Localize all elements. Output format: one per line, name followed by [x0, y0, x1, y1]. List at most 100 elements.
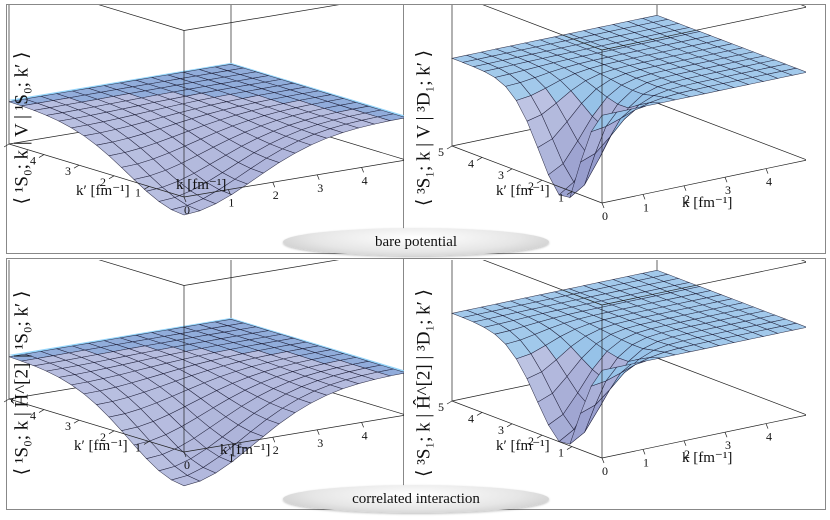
- ylabel-text: ⟨ ³S₁; k | Ĥ^[2] | ³D₁; k′ ⟩: [413, 288, 435, 477]
- box-edge: [8, 143, 185, 198]
- k-tick: [683, 440, 687, 446]
- k-tick-label: 2: [273, 443, 279, 457]
- kprime-tick: [4, 143, 10, 148]
- ylabel-text: ⟨ ¹S₀; k | Ĥ^[2] | ¹S₀; k′ ⟩: [11, 290, 33, 475]
- box-edge: [601, 6, 806, 51]
- panel-divider-top: [403, 4, 404, 254]
- k-tick: [601, 457, 605, 464]
- kprime-tick: [108, 175, 115, 180]
- panel-correlated-3s1-3d1: 01234512345 ⟨ ³S₁; k | Ĥ^[2] | ³D₁; k′ ⟩…: [406, 260, 806, 505]
- box-edge: [451, 400, 603, 459]
- y-axis-label: ⟨ ³S₁; k | V | ³D₁; k′ ⟩: [404, 5, 444, 250]
- kprime-tick: [38, 409, 45, 413]
- kprime-tick-label: 2: [528, 434, 534, 448]
- k-tick-label: 0: [184, 458, 190, 472]
- box-edge: [800, 260, 806, 262]
- box-edge: [482, 260, 603, 306]
- k-tick: [765, 168, 769, 174]
- k-tick: [361, 422, 364, 428]
- kprime-tick-label: 2: [528, 179, 534, 193]
- kprime-tick-label: 3: [498, 423, 504, 437]
- box-edge: [98, 260, 185, 286]
- kprime-tick-label: 5: [438, 400, 444, 414]
- box-edge: [8, 398, 185, 453]
- k-tick-label: 1: [643, 200, 649, 214]
- kprime-tick: [38, 154, 45, 158]
- box-edge: [482, 5, 603, 51]
- panel-bare-3s1-3d1: 01234512345 ⟨ ³S₁; k | V | ³D₁; k′ ⟩ k […: [406, 5, 806, 250]
- box-edge: [98, 5, 185, 31]
- kprime-tick: [143, 186, 150, 190]
- k-tick-label: 4: [362, 173, 368, 187]
- kprime-tick: [566, 446, 573, 450]
- kprime-tick-label: 2: [100, 175, 106, 189]
- surface-mesh: [8, 319, 404, 487]
- kprime-tick: [143, 441, 150, 445]
- box-edge: [800, 5, 806, 7]
- kprime-tick: [446, 145, 453, 150]
- kprime-axis-label: k′ [fm⁻¹]: [496, 438, 550, 454]
- box-edge: [601, 159, 806, 204]
- kprime-axis-label: k′ [fm⁻¹]: [496, 183, 550, 199]
- k-tick-label: 2: [684, 447, 690, 461]
- k-tick: [724, 177, 728, 183]
- k-tick: [724, 432, 728, 438]
- k-tick: [642, 449, 646, 455]
- panel-divider-bottom: [403, 258, 404, 510]
- k-tick-label: 3: [317, 181, 323, 195]
- kprime-tick: [4, 398, 10, 403]
- k-axis-label: k [fm⁻¹]: [682, 195, 733, 211]
- kprime-tick-label: 1: [135, 440, 141, 454]
- k-tick-label: 0: [602, 464, 608, 478]
- box-edge: [183, 159, 404, 198]
- surface-plot: 01234512345: [4, 260, 404, 487]
- ylabel-text: ⟨ ¹S₀; k | V | ¹S₀; k′ ⟩: [11, 51, 33, 204]
- k-tick-label: 0: [602, 209, 608, 223]
- k-tick: [272, 182, 276, 188]
- y-axis-label: ⟨ ¹S₀; k | Ĥ^[2] | ¹S₀; k′ ⟩: [2, 260, 42, 505]
- k-tick-label: 3: [317, 436, 323, 450]
- k-tick-label: 1: [228, 451, 234, 465]
- k-tick-label: 4: [766, 430, 772, 444]
- box-edge: [656, 102, 806, 160]
- k-tick-label: 0: [184, 203, 190, 217]
- kprime-tick: [476, 157, 483, 161]
- caption-bare-potential: bare potential: [283, 228, 549, 256]
- surface-plot: 01234512345: [438, 260, 806, 478]
- surface-mesh: [8, 64, 404, 216]
- k-axis-label: k [fm⁻¹]: [682, 450, 733, 466]
- kprime-tick-label: 4: [30, 154, 36, 168]
- kprime-tick-label: 4: [468, 411, 474, 425]
- k-tick-label: 4: [766, 175, 772, 189]
- kprime-axis-label: k′ [fm⁻¹]: [74, 438, 128, 454]
- k-axis-label: k [fm⁻¹]: [176, 177, 227, 193]
- kprime-tick-label: 4: [30, 409, 36, 423]
- k-tick: [642, 194, 646, 200]
- k-tick-label: 1: [228, 196, 234, 210]
- kprime-tick: [566, 191, 573, 195]
- kprime-tick: [73, 164, 80, 169]
- kprime-tick-label: 5: [438, 145, 444, 159]
- kprime-tick-label: 2: [100, 430, 106, 444]
- k-tick-label: 4: [362, 428, 368, 442]
- box-edge: [183, 5, 340, 31]
- k-tick-label: 3: [725, 438, 731, 452]
- panel-bare-1s0: 01234512345 ⟨ ¹S₀; k | V | ¹S₀; k′ ⟩ k […: [4, 5, 404, 250]
- kprime-tick-label: 3: [498, 168, 504, 182]
- k-axis-label: k [fm⁻¹]: [220, 442, 271, 458]
- k-tick: [316, 174, 320, 180]
- k-tick: [361, 167, 364, 173]
- box-edge: [601, 414, 806, 459]
- kprime-tick-label: 1: [558, 446, 564, 460]
- box-edge: [183, 414, 404, 453]
- panel-correlated-1s0: 01234512345 ⟨ ¹S₀; k | Ĥ^[2] | ¹S₀; k′ ⟩…: [4, 260, 404, 505]
- k-tick: [228, 189, 231, 195]
- box-edge: [601, 261, 806, 306]
- kprime-tick-label: 3: [65, 419, 71, 433]
- surface-plot: 01234512345: [438, 5, 806, 223]
- k-tick: [183, 451, 187, 458]
- kprime-tick: [73, 419, 80, 424]
- k-tick: [601, 202, 605, 209]
- k-tick-label: 2: [273, 188, 279, 202]
